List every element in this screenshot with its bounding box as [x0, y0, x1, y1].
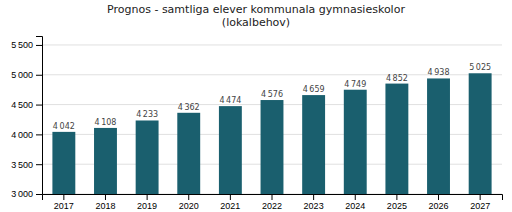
x-tick-label: 2026: [429, 201, 449, 211]
x-tick: 2024: [345, 194, 365, 211]
data-label: 4 576: [261, 90, 283, 99]
x-tick-label: 2021: [220, 201, 240, 211]
bar: [261, 100, 284, 194]
data-label: 4 749: [344, 80, 366, 89]
plot: 2017 2018 2019 2020 2021 2022 2023 2024 2025 2026…: [11, 37, 502, 212]
grid-line: [42, 44, 502, 45]
x-tick-mark: [230, 194, 231, 200]
y-tick-label: 5 000: [11, 70, 33, 80]
y-axis-line: [36, 37, 43, 195]
y-tick-label: 4 500: [11, 100, 33, 110]
x-tick-label: 2017: [54, 201, 74, 211]
y-tick-mark: [36, 105, 42, 106]
bar: [177, 113, 200, 194]
bar: [219, 106, 242, 194]
data-label: 4 362: [178, 103, 200, 112]
x-tick-mark: [313, 194, 314, 200]
y-tick-label: 5 500: [11, 40, 33, 50]
chart: Prognos - samtliga elever kommunala gymn…: [0, 0, 512, 212]
title-line: (lokalbehov): [222, 16, 290, 29]
y-tick-label: 3 000: [11, 189, 33, 199]
x-tick-label: 2023: [304, 201, 324, 211]
x-tick-label: 2022: [262, 201, 282, 211]
x-tick: 2019: [137, 194, 157, 211]
x-tick: 2020: [179, 194, 199, 211]
bars: [52, 73, 491, 194]
x-tick: 2021: [220, 194, 240, 211]
x-tick: 2018: [95, 194, 115, 211]
data-label: 5 025: [469, 63, 491, 72]
x-tick-mark: [355, 194, 356, 200]
x-tick: 2022: [262, 194, 282, 211]
bar: [302, 95, 325, 194]
x-tick-mark: [396, 194, 397, 200]
x-tick-mark: [105, 194, 106, 200]
y-tick-mark: [36, 164, 42, 165]
y-tick: 5 500: [11, 40, 42, 50]
bar: [94, 128, 117, 194]
x-axis: 2017 2018 2019 2020 2021 2022 2023 2024 2025 2026…: [43, 194, 503, 211]
y-tick-label: 3 500: [11, 160, 33, 170]
data-label: 4 852: [386, 74, 408, 83]
x-tick: 2027: [470, 194, 490, 211]
x-tick-mark: [188, 194, 189, 200]
bar: [344, 90, 367, 194]
bar: [385, 84, 408, 194]
y-tick-label: 4 000: [11, 130, 33, 140]
title: Prognos - samtliga elever kommunala gymn…: [107, 3, 405, 29]
x-tick-mark: [480, 194, 481, 200]
data-label: 4 659: [303, 85, 325, 94]
x-axis-line: [43, 195, 503, 201]
data-label: 4 938: [428, 68, 450, 77]
y-tick-mark: [36, 134, 42, 135]
data-label: 4 042: [53, 122, 75, 131]
data-labels: 4 042 4 108 4 233 4 362 4 474 4 576 4 659 4 749…: [53, 63, 491, 131]
title-line: Prognos - samtliga elever kommunala gymn…: [107, 3, 405, 16]
grid: [42, 45, 502, 194]
bar: [427, 78, 450, 194]
y-tick-mark: [36, 45, 42, 46]
bar: [136, 120, 159, 194]
y-tick: 5 000: [11, 70, 42, 80]
y-axis: 3 000 3 500 4 000 4 500 5 000 5 500: [11, 37, 42, 200]
y-tick: 4 000: [11, 130, 42, 140]
x-tick-mark: [438, 194, 439, 200]
x-tick-mark: [63, 194, 64, 200]
x-tick-label: 2020: [179, 201, 199, 211]
y-tick-mark: [36, 75, 42, 76]
data-label: 4 474: [219, 96, 241, 105]
x-tick-label: 2024: [345, 201, 365, 211]
x-tick: 2023: [304, 194, 324, 211]
x-tick: 2025: [387, 194, 407, 211]
y-tick: 3 000: [11, 189, 42, 199]
bar: [52, 132, 75, 194]
y-tick-mark: [36, 194, 42, 195]
x-tick-label: 2019: [137, 201, 157, 211]
data-label: 4 233: [136, 110, 158, 119]
x-tick-label: 2027: [470, 201, 490, 211]
x-tick: 2026: [429, 194, 449, 211]
x-tick: 2017: [54, 194, 74, 211]
x-tick-mark: [147, 194, 148, 200]
y-tick: 4 500: [11, 100, 42, 110]
x-tick-label: 2025: [387, 201, 407, 211]
bar: [469, 73, 492, 194]
y-tick: 3 500: [11, 160, 42, 170]
x-tick-label: 2018: [95, 201, 115, 211]
x-tick-mark: [272, 194, 273, 200]
data-label: 4 108: [94, 118, 116, 127]
